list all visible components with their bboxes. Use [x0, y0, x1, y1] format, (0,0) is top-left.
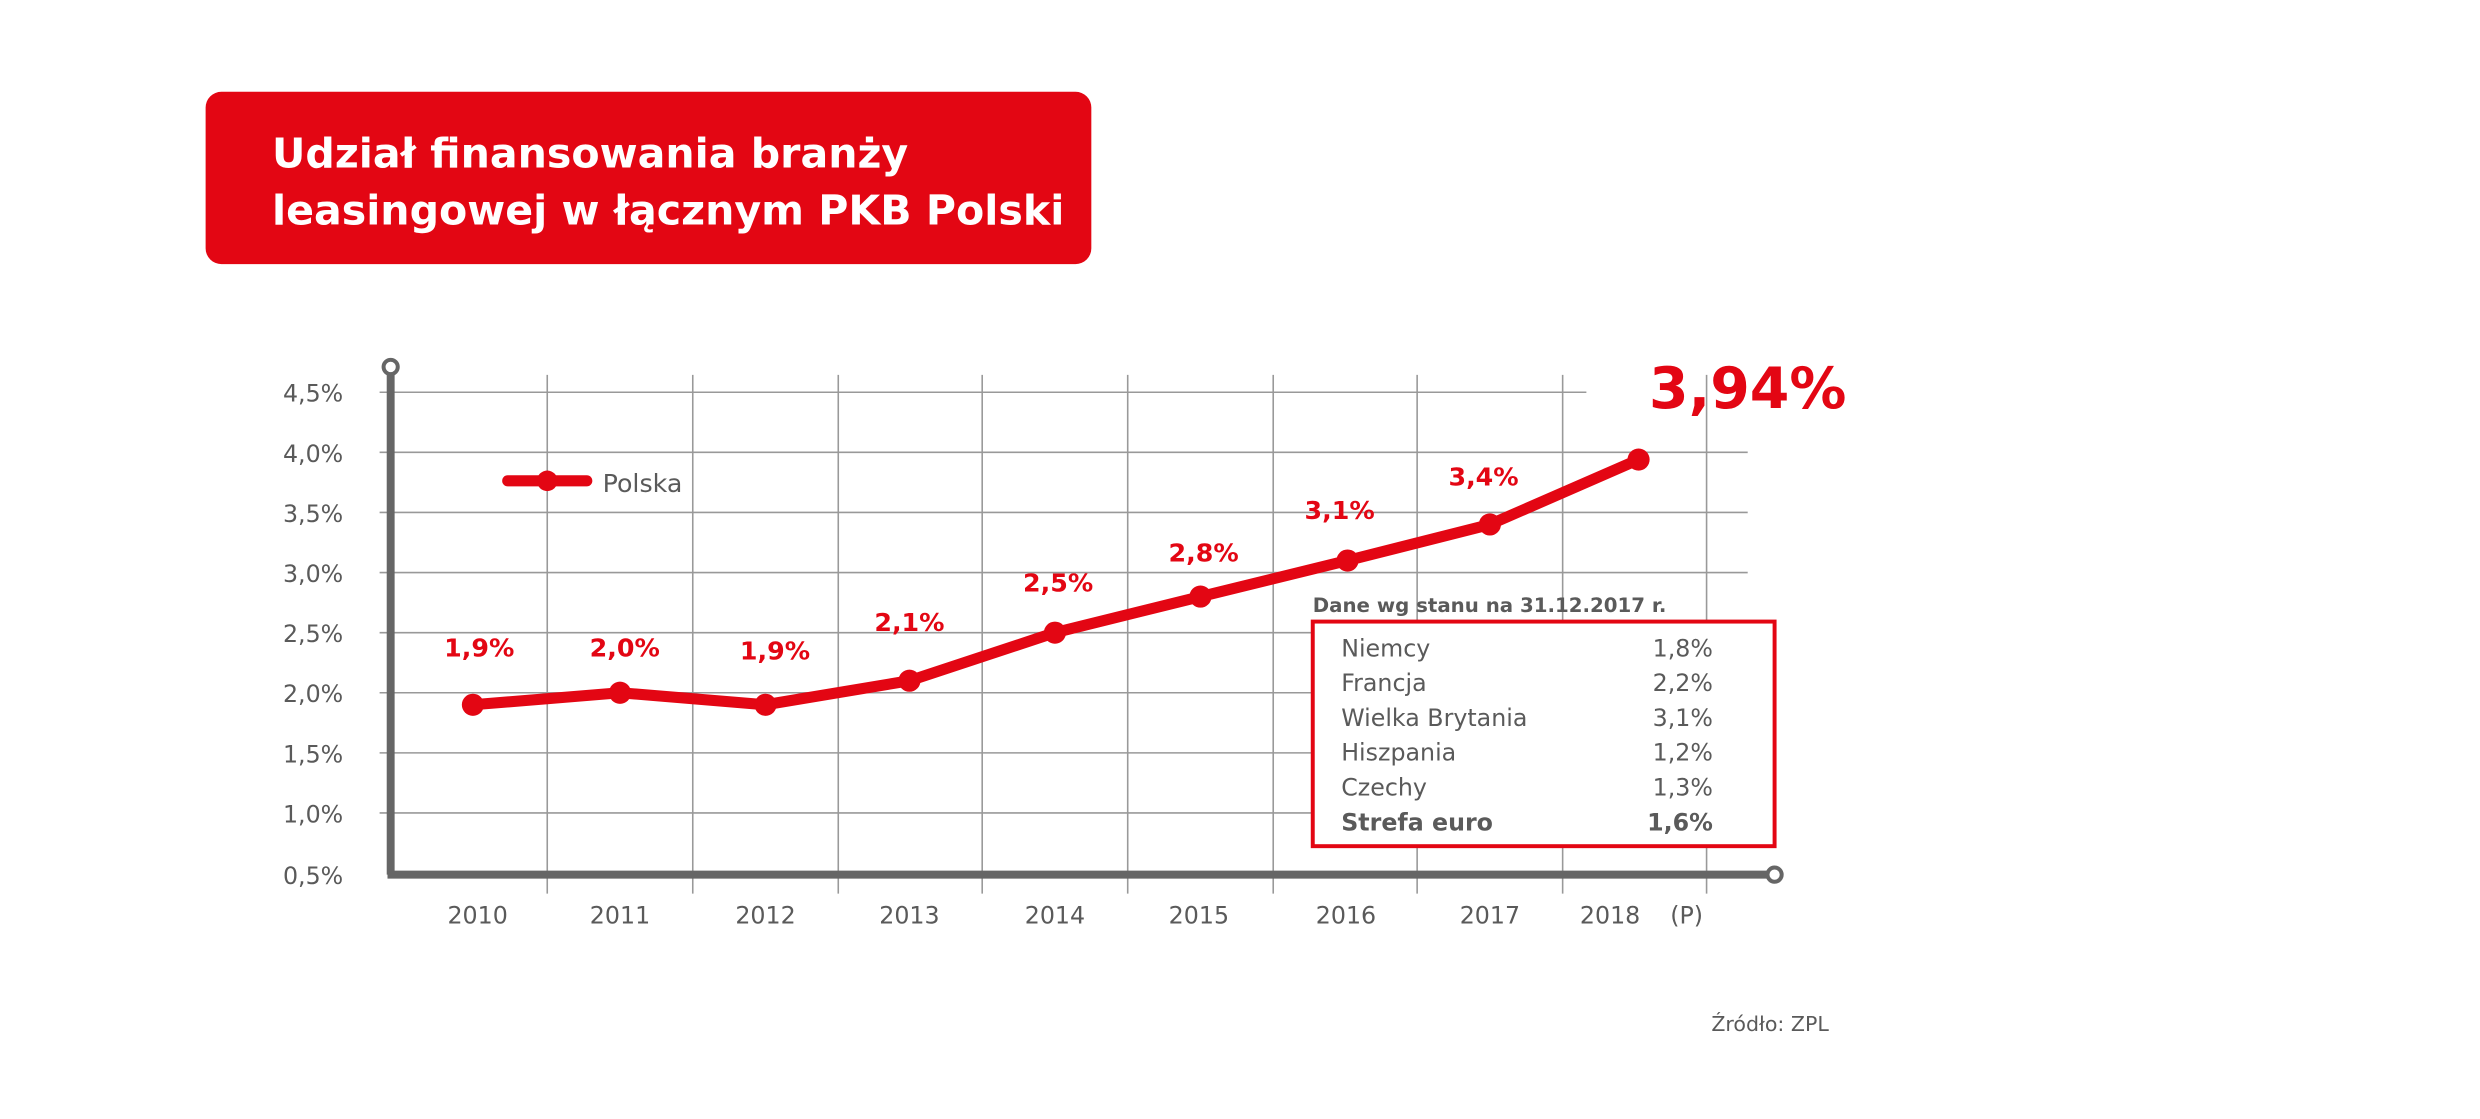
- data-label: 3,1%: [1305, 496, 1375, 525]
- country-name: Wielka Brytania: [1341, 704, 1527, 732]
- data-label: 2,0%: [590, 633, 660, 662]
- y-tick-label: 1,0%: [283, 800, 343, 828]
- y-tick-label: 3,5%: [283, 500, 343, 528]
- data-point: [608, 681, 632, 704]
- forecast-marker: (P): [1670, 902, 1703, 930]
- y-tick-label: 4,0%: [283, 440, 343, 468]
- title-background: [205, 91, 1092, 265]
- y-tick-label: 4,5%: [283, 380, 343, 408]
- country-name: Strefa euro: [1341, 808, 1493, 836]
- x-tick-label: 2015: [1169, 902, 1229, 930]
- data-point: [1189, 585, 1212, 608]
- data-label: 2,5%: [1023, 569, 1093, 598]
- comparison-header: Dane wg stanu na 31.12.2017 r.: [1313, 594, 1667, 617]
- title-box: Udział finansowania branży leasingowej w…: [205, 91, 1092, 265]
- data-point: [1043, 621, 1067, 644]
- x-axis-end-icon: [1765, 865, 1784, 884]
- country-value: 3,1%: [1653, 704, 1713, 732]
- y-tick-label: 1,5%: [283, 740, 343, 768]
- x-tick-label: 2012: [735, 902, 795, 930]
- legend: Polska: [502, 469, 683, 498]
- y-tick-label: 3,0%: [283, 560, 343, 588]
- country-value: 1,8%: [1653, 634, 1713, 662]
- comparison-table: Dane wg stanu na 31.12.2017 r. Niemcy 1,8…: [1310, 594, 1777, 849]
- title-line-1: Udział finansowania branży: [272, 130, 908, 178]
- y-tick-labels: 0,5% 1,0% 1,5% 2,0% 2,5% 3,0% 3,5% 4,0% 4,5%: [283, 380, 343, 890]
- data-labels: 1,9% 2,0% 1,9% 2,1% 2,5% 2,8% 3,1% 3,4% 3,94%: [444, 356, 1846, 665]
- country-name: Niemcy: [1341, 634, 1430, 662]
- x-tick-label: 2010: [447, 902, 507, 930]
- data-label: 1,9%: [444, 633, 514, 662]
- data-point: [1627, 448, 1650, 471]
- country-value: 1,3%: [1653, 774, 1713, 802]
- country-value: 2,2%: [1653, 669, 1713, 697]
- data-label: 2,1%: [874, 608, 944, 637]
- x-tick-labels: 2010 2011 2012 2013 2014 2015 2016 2017 2018: [447, 902, 1640, 930]
- x-tick-label: 2011: [590, 902, 650, 930]
- y-tick-label: 2,5%: [283, 620, 343, 648]
- y-tick-label: 2,0%: [283, 680, 343, 708]
- y-axis-end-icon: [381, 357, 400, 377]
- legend-label: Polska: [603, 469, 683, 498]
- data-point: [754, 693, 777, 716]
- country-value: 1,2%: [1653, 739, 1713, 767]
- data-label: 3,4%: [1448, 463, 1518, 492]
- series-polska: [461, 448, 1650, 716]
- data-label: 1,9%: [740, 637, 810, 666]
- x-tick-label: 2018: [1580, 902, 1640, 930]
- highlight-value: 3,94%: [1649, 356, 1846, 422]
- x-tick-label: 2016: [1316, 902, 1376, 930]
- data-point: [898, 669, 921, 692]
- data-point: [1336, 549, 1359, 572]
- data-point: [1478, 513, 1501, 536]
- title-line-2: leasingowej w łącznym PKB Polski: [272, 187, 1064, 235]
- x-tick-label: 2017: [1460, 902, 1520, 930]
- country-value: 1,6%: [1647, 808, 1713, 836]
- source-note: Źródło: ZPL: [1711, 1011, 1829, 1036]
- x-tick-label: 2013: [879, 902, 939, 930]
- legend-marker: [536, 470, 558, 492]
- country-name: Francja: [1341, 669, 1426, 697]
- country-name: Czechy: [1341, 774, 1427, 802]
- country-name: Hiszpania: [1341, 739, 1456, 767]
- data-label: 2,8%: [1169, 538, 1239, 567]
- data-point: [461, 693, 484, 716]
- axes: [381, 357, 1784, 884]
- comparison-box: [1310, 619, 1777, 849]
- x-tick-label: 2014: [1025, 902, 1085, 930]
- y-tick-label: 0,5%: [283, 862, 343, 890]
